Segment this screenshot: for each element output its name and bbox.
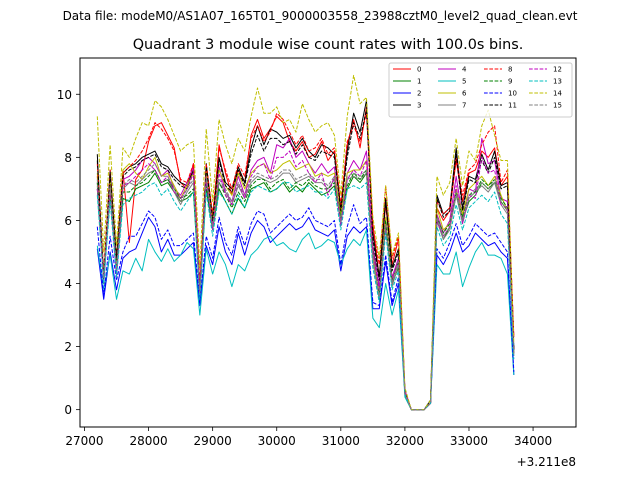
series-line-7 bbox=[96, 169, 515, 411]
legend-label-7: 7 bbox=[462, 102, 466, 110]
series-line-12 bbox=[96, 150, 515, 411]
series-line-2 bbox=[96, 216, 515, 411]
y-tick-label: 2 bbox=[64, 340, 72, 354]
series-line-6 bbox=[96, 156, 515, 411]
x-tick-label: 30000 bbox=[258, 434, 296, 448]
legend-label-14: 14 bbox=[553, 90, 562, 98]
legend-label-6: 6 bbox=[462, 90, 467, 98]
data-file-caption: Data file: modeM0/AS1A07_165T01_90000035… bbox=[63, 9, 578, 23]
x-tick-label: 27000 bbox=[65, 434, 103, 448]
y-tick-label: 10 bbox=[57, 88, 72, 102]
series-line-8 bbox=[96, 112, 515, 411]
legend-label-8: 8 bbox=[508, 66, 512, 74]
plot-frame bbox=[79, 57, 577, 428]
series-line-15 bbox=[96, 163, 515, 411]
legend-label-13: 13 bbox=[553, 78, 562, 86]
legend-label-0: 0 bbox=[417, 66, 421, 74]
series-line-9 bbox=[96, 169, 515, 411]
series-line-5 bbox=[96, 229, 515, 411]
legend-label-9: 9 bbox=[508, 78, 512, 86]
legend-label-1: 1 bbox=[417, 78, 421, 86]
legend-label-15: 15 bbox=[553, 102, 562, 110]
series-line-4 bbox=[96, 137, 515, 411]
legend-label-3: 3 bbox=[417, 102, 421, 110]
y-tick-label: 0 bbox=[64, 403, 72, 417]
legend-label-5: 5 bbox=[462, 78, 466, 86]
legend-label-10: 10 bbox=[508, 90, 517, 98]
x-tick-label: 29000 bbox=[194, 434, 232, 448]
y-tick-label: 8 bbox=[64, 151, 72, 165]
series-line-10 bbox=[96, 204, 515, 411]
x-tick-label: 34000 bbox=[514, 434, 552, 448]
plot-lines bbox=[96, 74, 515, 411]
legend-label-4: 4 bbox=[462, 66, 467, 74]
legend-label-2: 2 bbox=[417, 90, 421, 98]
legend-label-12: 12 bbox=[553, 66, 562, 74]
legend-frame bbox=[388, 62, 573, 118]
y-axis: 0 2 4 6 8 10 bbox=[57, 88, 80, 417]
x-tick-label: 31000 bbox=[322, 434, 360, 448]
x-offset-label: +3.211e8 bbox=[517, 455, 576, 469]
series-line-14 bbox=[96, 74, 515, 411]
y-tick-label: 4 bbox=[64, 277, 72, 291]
series-line-0 bbox=[96, 106, 515, 411]
y-tick-label: 6 bbox=[64, 214, 72, 228]
x-tick-label: 32000 bbox=[386, 434, 424, 448]
x-tick-label: 28000 bbox=[129, 434, 167, 448]
x-tick-label: 33000 bbox=[450, 434, 488, 448]
legend-label-11: 11 bbox=[508, 102, 517, 110]
x-axis: 27000 28000 29000 30000 31000 32000 33000 34000 bbox=[65, 427, 552, 448]
chart-title: Quadrant 3 module wise count rates with … bbox=[133, 37, 524, 53]
